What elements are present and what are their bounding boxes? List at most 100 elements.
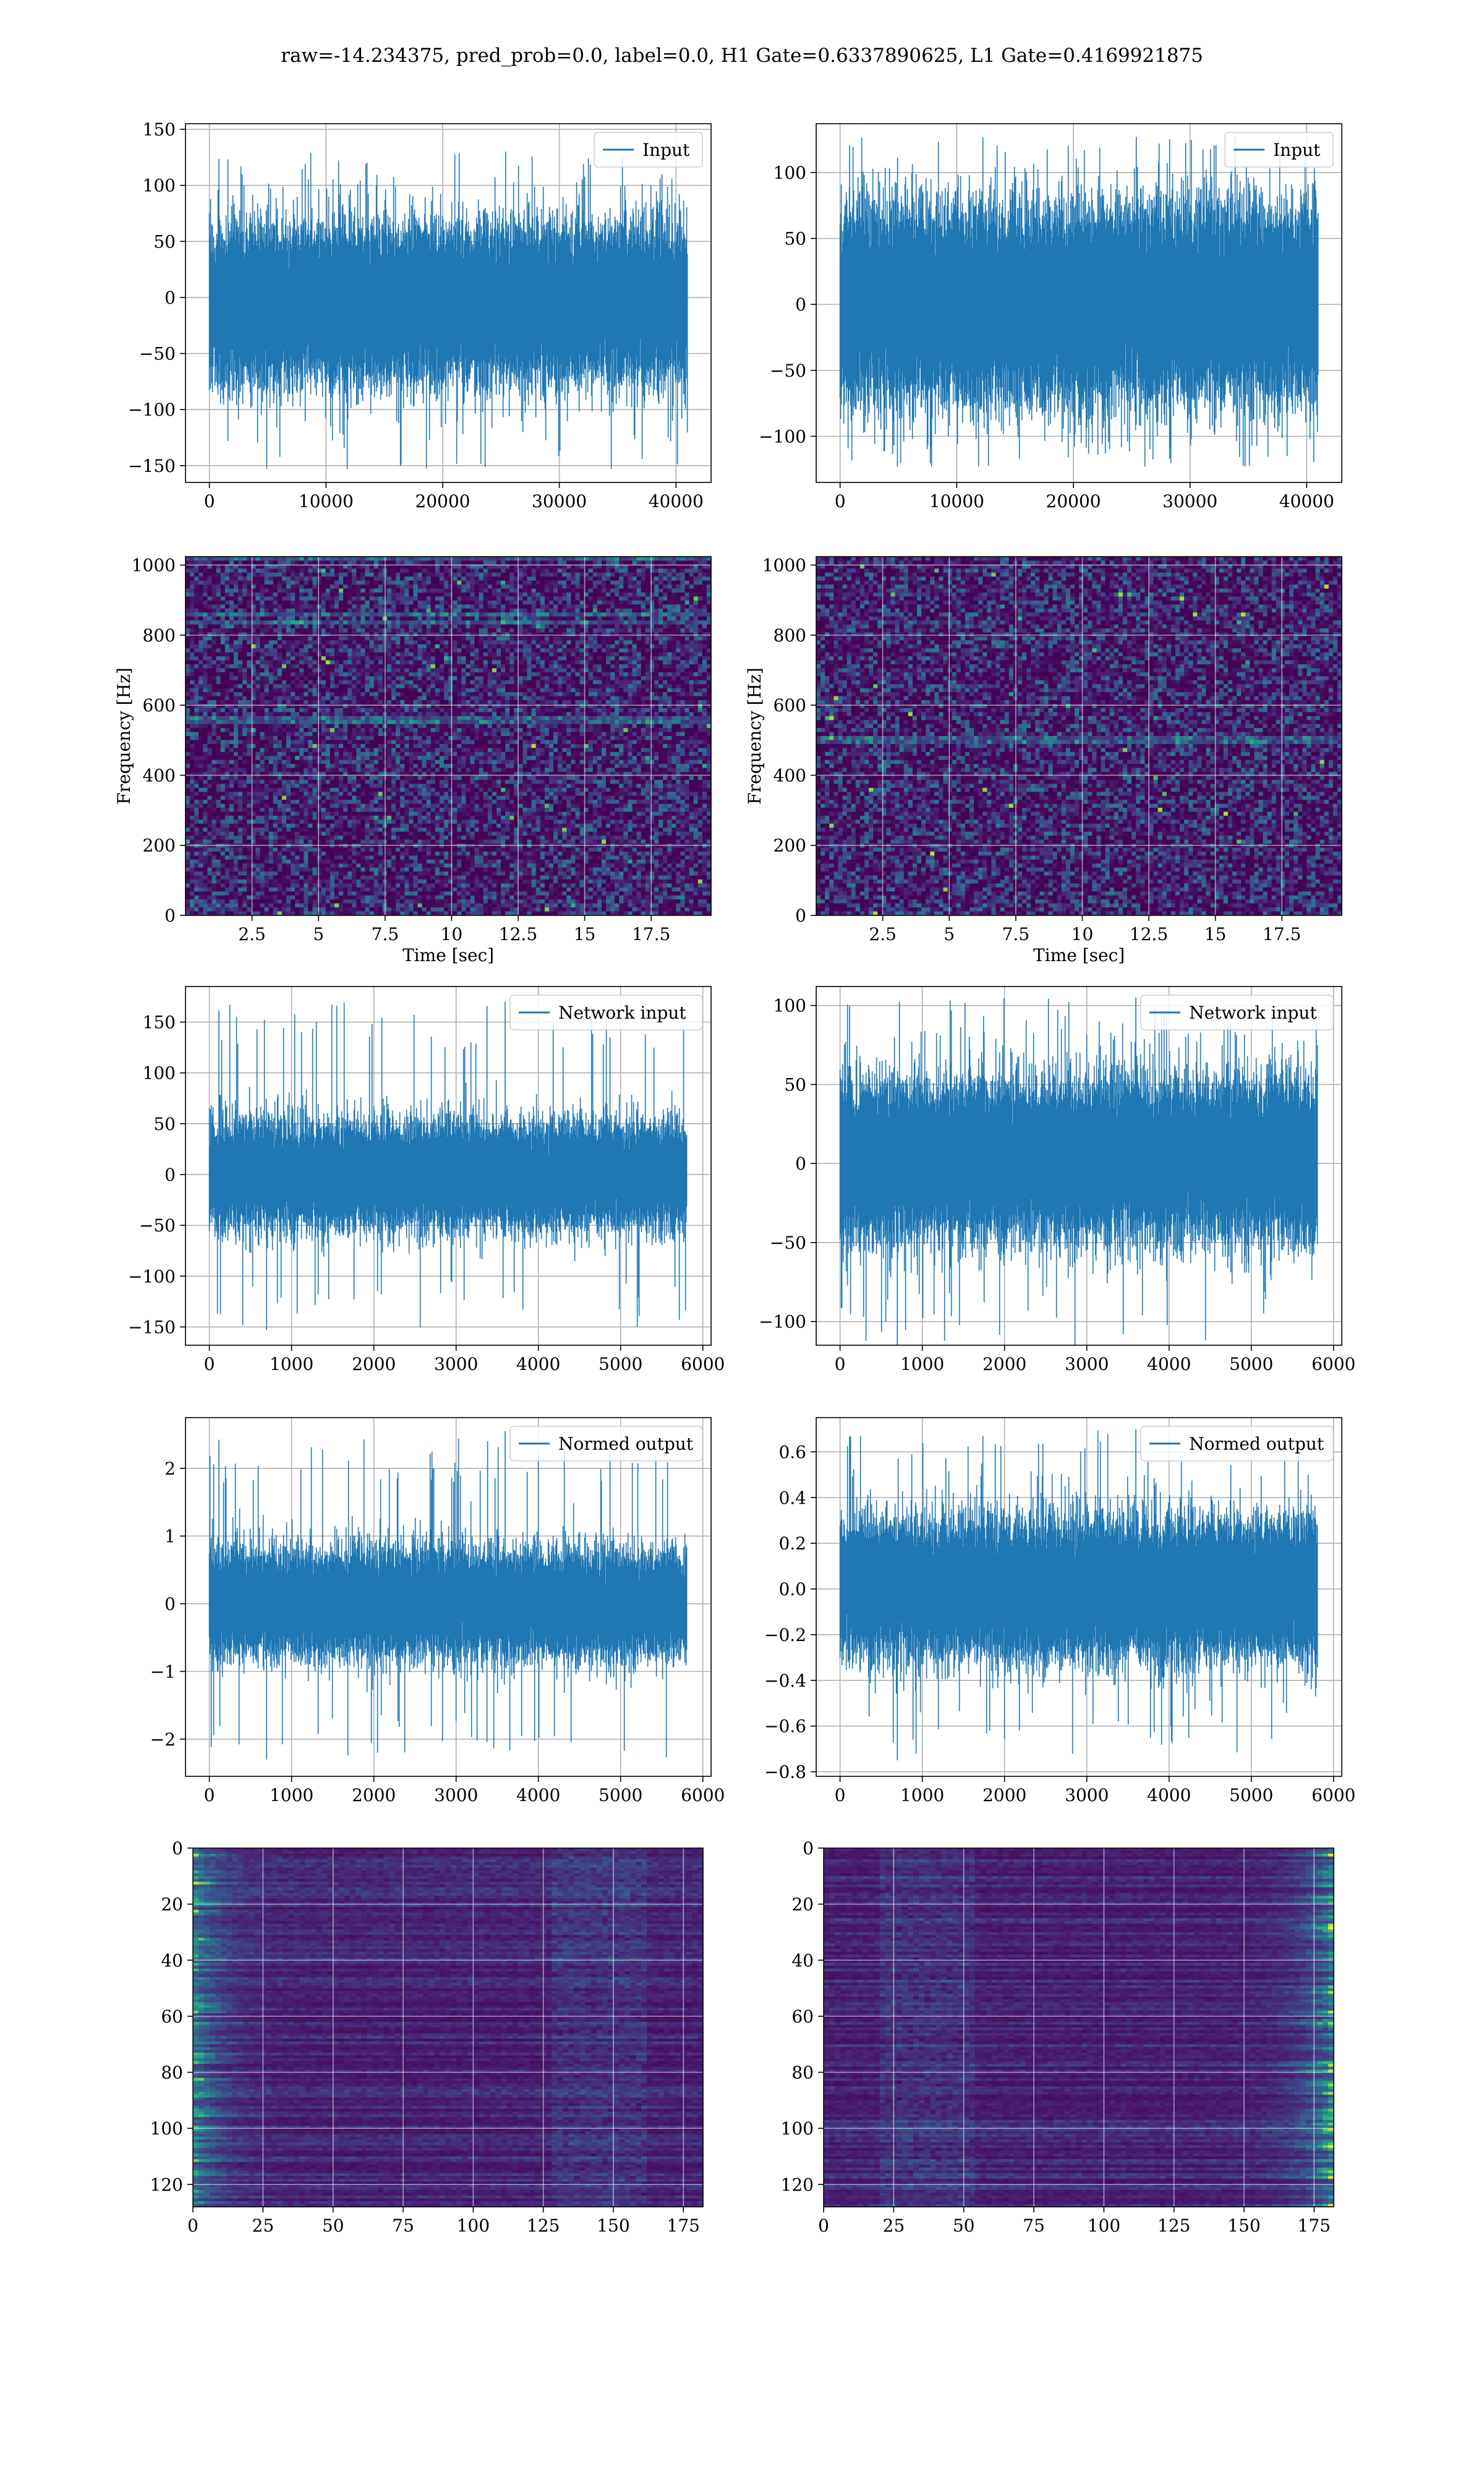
h1-input-ytick-label: −150 — [128, 456, 176, 476]
h1-spectrogram-xlabel: Time [sec] — [403, 945, 494, 965]
h1-normed-output-xtick-label: 1000 — [270, 1785, 313, 1805]
h1-normed-output-ytick-label: 2 — [164, 1458, 176, 1479]
l1-network-input-xtick-label: 5000 — [1229, 1354, 1273, 1374]
l1-network-input-xtick-label: 4000 — [1147, 1354, 1191, 1374]
l1-normed-output-xtick-label: 4000 — [1147, 1785, 1191, 1805]
h1-network-input-ytick-label: 50 — [153, 1114, 176, 1134]
h1-input-ytick-label: 100 — [143, 176, 176, 196]
h1-spectrogram-panel: 2.5 5 7.5 10 12.5 15 17.5 0 200 400 600 800 1000 Time… — [114, 555, 712, 965]
l1-normed-output-xtick-label: 5000 — [1229, 1785, 1273, 1805]
h1-input-plot-area — [186, 124, 711, 482]
h1-normed-output-panel: Normed output 0 1000 2000 3000 4000 5000 6000 −2… — [150, 1417, 725, 1805]
l1-normed-output-ytick-label: −0.6 — [764, 1716, 806, 1737]
l1-feature-map-axes: 0 25 50 75 100 125 150 175 0 20 40 60 80 100 120 — [781, 1838, 1331, 2236]
h1-feature-map-xtick-label: 50 — [322, 2215, 344, 2236]
l1-normed-output-plot-area — [816, 1418, 1342, 1776]
l1-feature-map-ytick-label: 60 — [791, 2006, 814, 2027]
l1-normed-output-legend-label: Normed output — [1189, 1434, 1324, 1454]
l1-network-input-ytick-label: −50 — [770, 1233, 806, 1253]
l1-spectrogram-xtick-label: 7.5 — [1002, 924, 1030, 944]
h1-spectrogram-xtick-label: 12.5 — [499, 924, 537, 944]
l1-normed-output-xtick-label: 3000 — [1065, 1785, 1109, 1805]
l1-spectrogram-ytick-label: 600 — [774, 695, 806, 716]
h1-input-xtick-label: 40000 — [649, 491, 704, 511]
l1-spectrogram-ytick-label: 1000 — [762, 555, 806, 576]
l1-network-input-frame — [816, 986, 1342, 1346]
l1-feature-map-ytick-label: 80 — [791, 2063, 814, 2083]
l1-input-xtick-label: 40000 — [1279, 491, 1334, 511]
l1-spectrogram-xtick-label: 15 — [1205, 924, 1227, 944]
h1-network-input-xtick-label: 6000 — [681, 1354, 725, 1374]
l1-feature-map-grid — [824, 1848, 1334, 2207]
h1-input-xtick-label: 0 — [204, 491, 215, 511]
h1-network-input-series-line — [208, 1001, 688, 1330]
h1-normed-output-ytick-label: −2 — [150, 1729, 176, 1750]
l1-network-input-xtick-label: 1000 — [900, 1354, 944, 1374]
l1-input-axes: 0 10000 20000 30000 40000 −100 −50 0 50 100 — [759, 163, 1334, 511]
l1-normed-output-ytick-label: −0.2 — [764, 1625, 806, 1645]
h1-spectrogram-ytick-label: 1000 — [132, 555, 176, 576]
l1-normed-output-legend: Normed output — [1140, 1426, 1334, 1462]
l1-feature-map-frame — [823, 1847, 1334, 2207]
l1-input-xtick-label: 20000 — [1046, 491, 1101, 511]
h1-network-input-axes: 0 1000 2000 3000 4000 5000 6000 −150 −100 −50 0 50 1… — [128, 1012, 725, 1374]
h1-normed-output-xtick-label: 6000 — [681, 1785, 725, 1805]
h1-spectrogram-ytick-label: 0 — [164, 905, 176, 926]
l1-network-input-xtick-label: 3000 — [1065, 1354, 1109, 1374]
h1-spectrogram-ylabel: Frequency [Hz] — [114, 667, 134, 804]
l1-input-xtick-label: 0 — [835, 491, 846, 511]
l1-network-input-series-line — [839, 997, 1318, 1345]
h1-normed-output-ytick-label: 1 — [164, 1526, 176, 1547]
l1-input-ytick-label: 0 — [795, 294, 806, 315]
l1-normed-output-xtick-label: 1000 — [900, 1785, 944, 1805]
l1-input-ytick-label: −100 — [759, 426, 806, 447]
l1-normed-output-ytick-label: 0.2 — [778, 1533, 806, 1554]
h1-feature-map-ytick-label: 40 — [161, 1950, 183, 1971]
l1-feature-map-xtick-label: 150 — [1227, 2215, 1260, 2236]
h1-input-ytick-label: 50 — [153, 231, 176, 252]
l1-feature-map-xtick-label: 25 — [883, 2215, 905, 2236]
l1-feature-map-ytick-label: 20 — [791, 1894, 814, 1915]
h1-feature-map-ytick-label: 60 — [161, 2006, 183, 2027]
l1-spectrogram-axes: 2.5 5 7.5 10 12.5 15 17.5 0 200 400 600 800 1000 Time… — [744, 555, 1301, 965]
h1-spectrogram-xtick-label: 2.5 — [238, 924, 266, 944]
h1-spectrogram-xtick-label: 7.5 — [372, 924, 399, 944]
l1-spectrogram-xtick-label: 10 — [1072, 924, 1094, 944]
l1-feature-map-xtick-label: 0 — [818, 2215, 829, 2236]
h1-normed-output-legend: Normed output — [510, 1426, 703, 1462]
h1-network-input-xtick-label: 1000 — [270, 1354, 313, 1374]
l1-network-input-legend: Network input — [1140, 995, 1334, 1030]
h1-network-input-xtick-label: 0 — [204, 1354, 215, 1374]
h1-input-xtick-label: 10000 — [299, 491, 354, 511]
l1-feature-map-ytick-label: 40 — [791, 1950, 814, 1971]
h1-feature-map-ytick-label: 0 — [172, 1838, 183, 1859]
l1-network-input-ytick-label: 50 — [784, 1074, 806, 1095]
h1-feature-map-ytick-label: 20 — [161, 1894, 183, 1915]
h1-input-series-line — [208, 152, 688, 469]
h1-normed-output-frame — [185, 1417, 712, 1777]
l1-spectrogram-xtick-label: 5 — [944, 924, 955, 944]
h1-network-input-ytick-label: −100 — [128, 1266, 176, 1286]
h1-input-xtick-label: 30000 — [532, 491, 587, 511]
h1-feature-map-ytick-label: 80 — [161, 2063, 183, 2083]
h1-spectrogram-frame — [185, 556, 712, 916]
l1-normed-output-series-line — [839, 1429, 1318, 1761]
l1-network-input-ytick-label: 0 — [795, 1154, 806, 1174]
h1-spectrogram-grid — [186, 557, 711, 915]
h1-input-xtick-label: 20000 — [415, 491, 470, 511]
h1-feature-map-xtick-label: 75 — [392, 2215, 414, 2236]
l1-normed-output-ytick-label: −0.8 — [764, 1762, 806, 1783]
l1-input-legend-label: Input — [1273, 140, 1321, 160]
l1-feature-map-xtick-label: 50 — [953, 2215, 975, 2236]
h1-spectrogram-xtick-label: 10 — [441, 924, 463, 944]
h1-feature-map-xtick-label: 125 — [527, 2215, 560, 2236]
l1-spectrogram-xtick-label: 12.5 — [1130, 924, 1168, 944]
h1-feature-map-xtick-label: 25 — [252, 2215, 275, 2236]
h1-network-input-xtick-label: 4000 — [516, 1354, 560, 1374]
h1-network-input-ytick-label: 150 — [143, 1012, 176, 1033]
l1-normed-output-frame — [816, 1417, 1342, 1777]
